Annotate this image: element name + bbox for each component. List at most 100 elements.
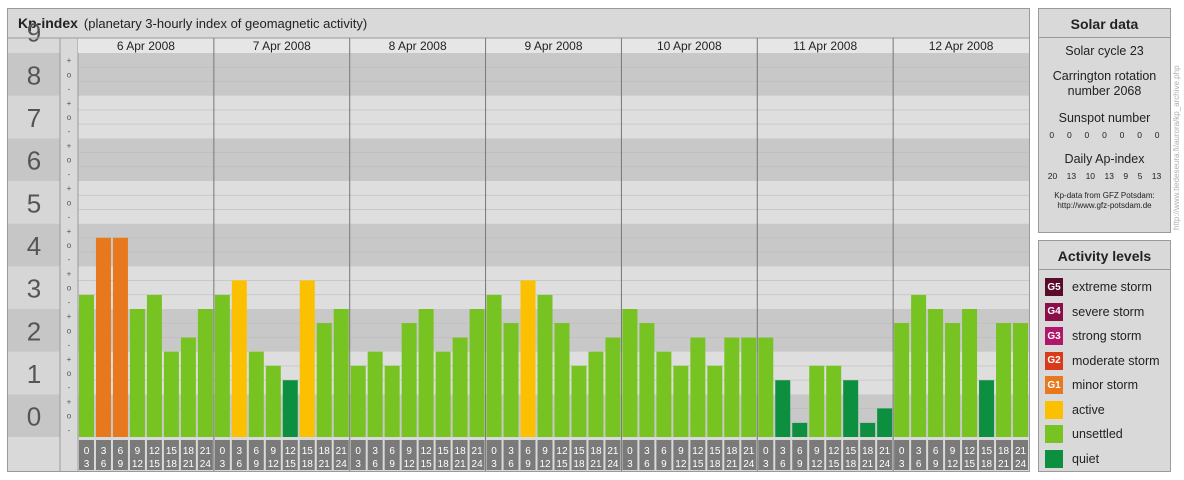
- interval-start-label: 3: [372, 446, 378, 457]
- interval-box: [775, 440, 791, 470]
- kp-bar: [180, 337, 196, 437]
- interval-end-label: 21: [998, 459, 1010, 470]
- interval-start-label: 12: [421, 446, 433, 457]
- interval-end-label: 21: [590, 459, 602, 470]
- y-minor-tick: o: [67, 198, 72, 207]
- interval-start-label: 6: [118, 446, 124, 457]
- source-link[interactable]: http://www.gfz-potsdam.de: [1057, 201, 1152, 210]
- legend-item-quiet: quiet: [1039, 447, 1170, 472]
- interval-start-label: 21: [472, 446, 484, 457]
- interval-end-label: 3: [491, 459, 497, 470]
- y-minor-tick: -: [68, 213, 71, 222]
- interval-start-label: 3: [508, 446, 514, 457]
- interval-box: [350, 440, 366, 470]
- interval-end-label: 21: [319, 459, 331, 470]
- kp-bar: [690, 337, 706, 437]
- interval-start-label: 3: [101, 446, 107, 457]
- interval-start-label: 12: [692, 446, 704, 457]
- interval-start-label: 15: [845, 446, 857, 457]
- y-minor-tick: -: [68, 426, 71, 435]
- interval-start-label: 15: [709, 446, 721, 457]
- kp-chart-panel: Kp-index (planetary 3-hourly index of geo…: [7, 8, 1030, 472]
- kp-bar: [758, 337, 774, 437]
- legend-label: extreme storm: [1072, 280, 1152, 295]
- y-tick-label: 4: [27, 231, 41, 261]
- interval-start-label: 18: [183, 446, 195, 457]
- y-minor-tick: -: [68, 298, 71, 307]
- interval-start-label: 12: [285, 446, 297, 457]
- interval-end-label: 24: [743, 459, 755, 470]
- interval-end-label: 6: [237, 459, 243, 470]
- kp-bar: [469, 309, 485, 437]
- interval-box: [826, 440, 842, 470]
- grid-band: [78, 181, 1029, 224]
- y-axis-band: [8, 351, 60, 395]
- y-axis-band: [8, 53, 60, 96]
- kp-bar: [571, 365, 587, 437]
- interval-box: [979, 440, 995, 470]
- y-minor-tick: +: [67, 355, 72, 364]
- ap-number-1: 13: [1066, 171, 1077, 181]
- interval-end-label: 9: [933, 459, 939, 470]
- legend-item-minor-storm: G1 minor storm: [1039, 373, 1170, 398]
- y-minor-tick: +: [67, 99, 72, 108]
- interval-box: [435, 440, 451, 470]
- interval-start-label: 21: [200, 446, 212, 457]
- interval-box: [486, 440, 502, 470]
- kp-bar: [112, 237, 128, 437]
- interval-box: [469, 440, 485, 470]
- interval-end-label: 21: [183, 459, 195, 470]
- y-minor-tick: o: [67, 284, 72, 293]
- interval-end-label: 15: [964, 459, 976, 470]
- interval-end-label: 18: [573, 459, 585, 470]
- interval-box: [792, 440, 808, 470]
- ap-number-0: 20: [1047, 171, 1058, 181]
- y-axis-band: [8, 181, 60, 224]
- legend-label: minor storm: [1072, 378, 1138, 393]
- interval-box: [146, 440, 162, 470]
- day-label: 12 Apr 2008: [929, 39, 994, 53]
- interval-box: [809, 440, 825, 470]
- y-minor-tick: -: [68, 341, 71, 350]
- y-minor-tick: o: [67, 326, 72, 335]
- sunspot-label: Sunspot number: [1058, 111, 1151, 125]
- legend-item-active: active: [1039, 398, 1170, 423]
- y-minor-tick: +: [67, 184, 72, 193]
- kp-bar: [605, 337, 621, 437]
- kp-bar: [724, 337, 740, 437]
- y-axis-band: [8, 138, 60, 181]
- y-minor-tick: -: [68, 255, 71, 264]
- y-axis-band: [8, 95, 60, 139]
- y-tick-label: 0: [27, 402, 41, 432]
- carrington-rotation: Carrington rotation number 2068: [1052, 69, 1157, 98]
- kp-bar: [452, 337, 468, 437]
- interval-end-label: 18: [302, 459, 314, 470]
- interval-box: [95, 440, 111, 470]
- kp-bar: [95, 237, 111, 437]
- y-axis-band: [8, 309, 60, 352]
- interval-end-label: 9: [661, 459, 667, 470]
- kp-bar: [299, 280, 315, 437]
- y-minor-tick: o: [67, 113, 72, 122]
- interval-box: [707, 440, 723, 470]
- interval-end-label: 18: [709, 459, 721, 470]
- interval-end-label: 3: [355, 459, 361, 470]
- day-label: 6 Apr 2008: [117, 39, 175, 53]
- day-label: 8 Apr 2008: [389, 39, 447, 53]
- interval-box: [622, 440, 638, 470]
- legend-swatch: G4: [1045, 302, 1063, 321]
- interval-end-label: 15: [828, 459, 840, 470]
- interval-end-label: 15: [285, 459, 297, 470]
- interval-end-label: 3: [220, 459, 226, 470]
- interval-start-label: 12: [556, 446, 568, 457]
- kp-bar: [486, 294, 502, 437]
- interval-end-label: 15: [692, 459, 704, 470]
- y-tick-label: 6: [27, 146, 41, 176]
- kp-bar: [860, 422, 876, 437]
- interval-box: [911, 440, 927, 470]
- interval-end-label: 12: [539, 459, 551, 470]
- interval-box: [452, 440, 468, 470]
- interval-box: [962, 440, 978, 470]
- solar-data-panel: Solar data Solar cycle 23 Carrington rot…: [1038, 8, 1171, 233]
